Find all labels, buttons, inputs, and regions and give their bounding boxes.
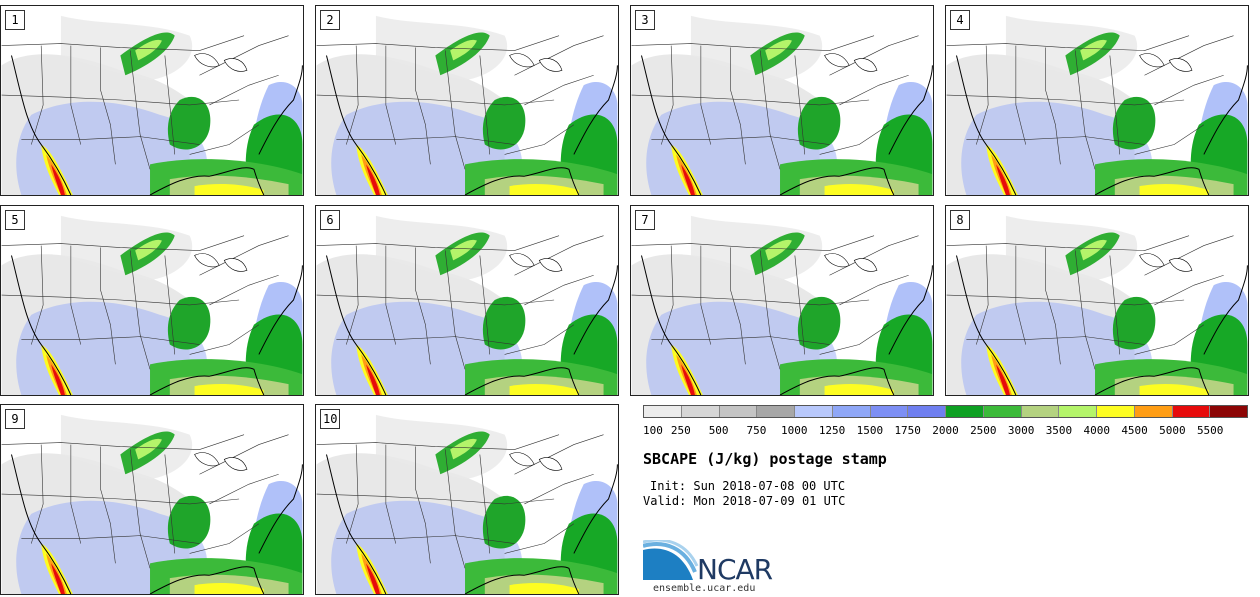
ncar-logo-icon: [643, 540, 699, 580]
colorbar-tick-label: 3000: [1007, 424, 1035, 437]
colorbar-segment: [719, 406, 758, 417]
colorbar-tick-label: 100: [643, 424, 663, 437]
member-number: 5: [5, 210, 25, 230]
colorbar-tick-label: 4000: [1083, 424, 1111, 437]
cape-map: [316, 6, 618, 195]
colorbar-segment: [1172, 406, 1211, 417]
ensemble-member-panel: 1: [0, 5, 304, 196]
colorbar-segment: [644, 406, 682, 417]
ensemble-member-panel: 5: [0, 205, 304, 396]
colorbar-tick-label: 3500: [1045, 424, 1073, 437]
ensemble-member-panel: 6: [315, 205, 619, 396]
colorbar-segment: [870, 406, 909, 417]
colorbar-segment: [983, 406, 1022, 417]
member-number: 9: [5, 409, 25, 429]
cape-map: [1, 6, 303, 195]
ensemble-member-panel: 10: [315, 404, 619, 595]
colorbar-segment: [946, 406, 984, 417]
member-number: 4: [950, 10, 970, 30]
colorbar-segment: [1134, 406, 1173, 417]
colorbar-tick-label: 1500: [856, 424, 884, 437]
colorbar-tick-label: 5500: [1196, 424, 1224, 437]
colorbar-tick-label: 1250: [818, 424, 846, 437]
colorbar-segment: [1059, 406, 1097, 417]
member-number: 8: [950, 210, 970, 230]
colorbar-segment: [795, 406, 833, 417]
colorbar-segment: [757, 406, 795, 417]
colorbar-segment: [832, 406, 871, 417]
site-url[interactable]: ensemble.ucar.edu: [653, 583, 756, 594]
ensemble-member-panel: 3: [630, 5, 934, 196]
colorbar-segment: [681, 406, 720, 417]
ensemble-member-panel: 2: [315, 5, 619, 196]
colorbar-tick-label: 4500: [1121, 424, 1148, 437]
member-number: 10: [320, 409, 341, 429]
ensemble-member-panel: 8: [945, 205, 1249, 396]
colorbar-tick-label: 2500: [970, 424, 997, 437]
member-number: 7: [635, 210, 655, 230]
colorbar-tick-label: 750: [746, 424, 767, 437]
ensemble-member-panel: 9: [0, 404, 304, 595]
cape-map: [1, 206, 303, 395]
colorbar-segment: [1210, 406, 1247, 417]
chart-title: SBCAPE (J/kg) postage stamp: [643, 450, 887, 468]
colorbar-tick-label: 250: [670, 424, 691, 437]
colorbar: [643, 405, 1248, 418]
init-time: Init: Sun 2018-07-08 00 UTC: [650, 479, 846, 493]
cape-map: [631, 6, 933, 195]
member-number: 1: [5, 10, 25, 30]
colorbar-segment: [908, 406, 946, 417]
colorbar-tick-label: 1000: [781, 424, 808, 437]
member-number: 6: [320, 210, 340, 230]
cape-map: [946, 6, 1248, 195]
colorbar-segment: [1021, 406, 1060, 417]
colorbar-segment: [1097, 406, 1135, 417]
cape-map: [316, 405, 618, 594]
member-number: 3: [635, 10, 655, 30]
cape-map: [946, 206, 1248, 395]
colorbar-tick-label: 500: [708, 424, 729, 437]
cape-map: [1, 405, 303, 594]
valid-time: Valid: Mon 2018-07-09 01 UTC: [643, 494, 846, 508]
colorbar-tick-label: 5000: [1159, 424, 1186, 437]
logo-text: NCAR: [697, 553, 773, 586]
cape-map: [631, 206, 933, 395]
colorbar-tick-label: 1750: [894, 424, 921, 437]
ensemble-member-panel: 7: [630, 205, 934, 396]
member-number: 2: [320, 10, 340, 30]
colorbar-tick-label: 2000: [932, 424, 959, 437]
colorbar-ticks: 100 250 500 750 1000 1250 1500 1750 2000 2500 3000…: [643, 424, 1248, 438]
ensemble-member-panel: 4: [945, 5, 1249, 196]
cape-map: [316, 206, 618, 395]
